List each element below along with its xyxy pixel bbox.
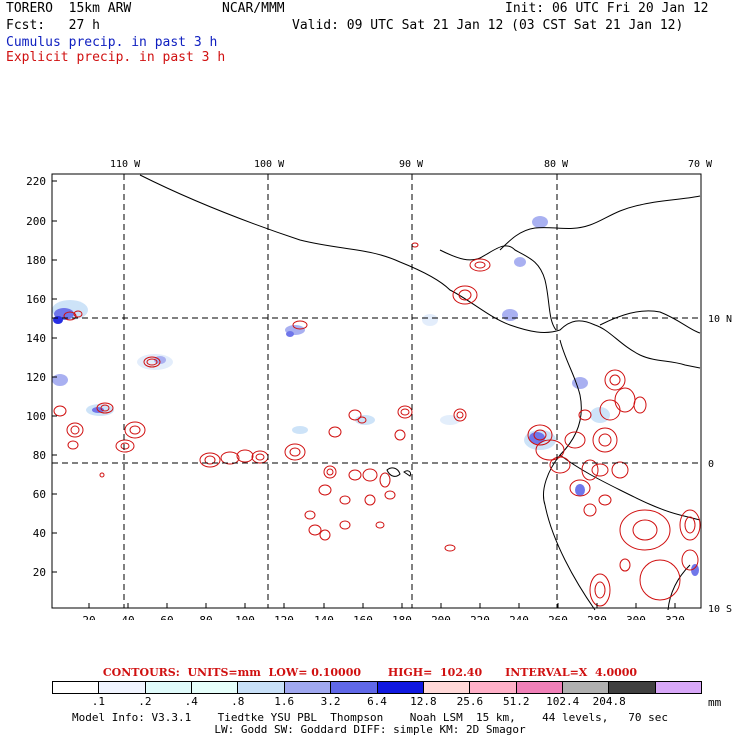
lon-label-110w: 110 W	[110, 159, 141, 170]
explicit-precip-label: Explicit precip. in past 3 h	[6, 50, 226, 65]
bottom-grid-labels: 20 40 60 80 100 120 140 160 180 200 220 …	[82, 614, 685, 620]
cumulus-precip-label: Cumulus precip. in past 3 h	[6, 35, 218, 50]
lat-label-0: 0	[708, 459, 714, 470]
y-label: 180	[26, 254, 46, 267]
y-label: 200	[26, 215, 46, 228]
lon-label-80w: 80 W	[544, 159, 569, 170]
y-label: 60	[33, 488, 46, 501]
precip-map: 110 W 100 W 90 W 80 W 70 W	[26, 159, 732, 620]
x-label: 60	[160, 614, 173, 620]
x-label: 280	[587, 614, 607, 620]
y-label: 20	[33, 566, 46, 579]
lat-lon-grid	[52, 174, 701, 608]
legend-swatch	[470, 682, 517, 693]
organization: NCAR/MMM	[222, 1, 285, 16]
legend-swatch	[516, 682, 563, 693]
x-label: 300	[626, 614, 646, 620]
model-name: TORERO 15km ARW	[6, 1, 132, 16]
legend-swatch	[562, 682, 610, 693]
y-label: 160	[26, 293, 46, 306]
coastline	[139, 174, 701, 611]
x-label: 260	[548, 614, 568, 620]
y-label: 40	[33, 527, 46, 540]
color-legend	[52, 681, 702, 694]
legend-tick-label: 51.2	[503, 695, 530, 708]
lon-label-70w: 70 W	[688, 159, 713, 170]
model-info-line1: Model Info: V3.3.1 Tiedtke YSU PBL Thomp…	[71, 711, 669, 724]
legend-swatch	[609, 682, 656, 693]
init-time: Init: 06 UTC Fri 20 Jan 12	[505, 1, 709, 16]
latitude-labels: 10 N 0 10 S	[708, 314, 732, 615]
x-label: 120	[274, 614, 294, 620]
legend-swatch	[377, 682, 424, 693]
x-label: 160	[353, 614, 373, 620]
explicit-precip-contours	[53, 242, 701, 607]
legend-swatch	[99, 682, 146, 693]
legend-tick-label: 12.8	[410, 695, 437, 708]
lat-label-10n: 10 N	[708, 314, 732, 325]
model-info-line2: LW: Godd SW: Goddard DIFF: simple KM: 2D…	[214, 723, 526, 736]
y-label: 80	[33, 449, 46, 462]
x-label: 240	[509, 614, 529, 620]
x-label: 20	[82, 614, 95, 620]
legend-swatch	[145, 682, 193, 693]
x-label: 200	[431, 614, 451, 620]
forecast-hour: Fcst: 27 h	[6, 18, 100, 33]
legend-tick-label: 102.4	[546, 695, 580, 708]
x-label: 100	[235, 614, 255, 620]
x-label: 220	[470, 614, 490, 620]
tick-marks	[52, 180, 676, 608]
longitude-labels: 110 W 100 W 90 W 80 W 70 W	[110, 159, 713, 170]
legend-tick-label: 25.6	[456, 695, 484, 708]
legend-swatch	[238, 682, 285, 693]
legend-swatch	[655, 682, 702, 693]
legend-tick-label: .8	[231, 695, 245, 708]
x-label: 140	[314, 614, 334, 620]
contours-info: CONTOURS: UNITS=mm LOW= 0.10000 HIGH= 10…	[102, 666, 638, 679]
legend-swatch	[53, 682, 100, 693]
map-frame	[51, 173, 702, 609]
lon-label-100w: 100 W	[254, 159, 285, 170]
left-grid-labels: 220 200 180 160 140 120 100 80 60 40 20	[26, 175, 46, 579]
legend-tick-label: .2	[138, 695, 152, 708]
legend-swatch	[192, 682, 239, 693]
legend-tick-label: .4	[184, 695, 198, 708]
legend-tick-label: .1	[91, 695, 106, 708]
y-label: 140	[26, 332, 46, 345]
lat-label-10s: 10 S	[708, 604, 732, 615]
legend-tick-label: 204.8	[592, 695, 626, 708]
legend-swatch	[331, 682, 378, 693]
x-label: 40	[121, 614, 134, 620]
legend-tick-label: 6.4	[367, 695, 387, 708]
legend-unit: mm	[708, 696, 722, 709]
legend-swatch	[284, 682, 332, 693]
x-label: 80	[199, 614, 212, 620]
lon-label-90w: 90 W	[399, 159, 424, 170]
x-label: 180	[392, 614, 412, 620]
cumulus-precip-shading	[52, 216, 699, 576]
y-label: 120	[26, 371, 46, 384]
valid-time: Valid: 09 UTC Sat 21 Jan 12 (03 CST Sat …	[292, 18, 684, 33]
legend-tick-label: 3.2	[320, 695, 341, 708]
y-label: 220	[26, 175, 46, 188]
x-label: 320	[665, 614, 685, 620]
y-label: 100	[26, 410, 46, 423]
legend-tick-label: 1.6	[274, 695, 295, 708]
legend-swatch	[423, 682, 471, 693]
